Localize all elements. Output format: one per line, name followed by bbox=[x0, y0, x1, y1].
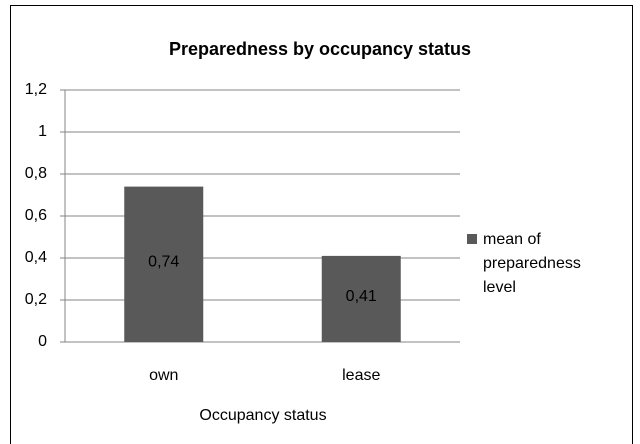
y-tick-label: 0,8 bbox=[25, 165, 47, 182]
x-tick-label: lease bbox=[342, 367, 380, 384]
y-tick-label: 1,2 bbox=[25, 81, 47, 98]
y-tick-label: 0,4 bbox=[25, 249, 47, 266]
y-tick-label: 1 bbox=[38, 123, 47, 140]
legend-label: mean of preparedness level bbox=[483, 231, 581, 296]
x-axis-title: Occupancy status bbox=[199, 407, 326, 424]
bar bbox=[124, 186, 204, 342]
legend-swatch bbox=[467, 234, 477, 244]
y-tick-label: 0,2 bbox=[25, 291, 47, 308]
y-tick-label: 0 bbox=[38, 333, 47, 350]
data-label: 0,41 bbox=[346, 288, 377, 305]
chart-title: Preparedness by occupancy status bbox=[169, 39, 471, 59]
x-tick-label: own bbox=[149, 367, 178, 384]
y-tick-label: 0,6 bbox=[25, 207, 47, 224]
chart-border bbox=[10, 5, 633, 444]
data-label: 0,74 bbox=[148, 254, 179, 271]
bar bbox=[321, 255, 401, 342]
